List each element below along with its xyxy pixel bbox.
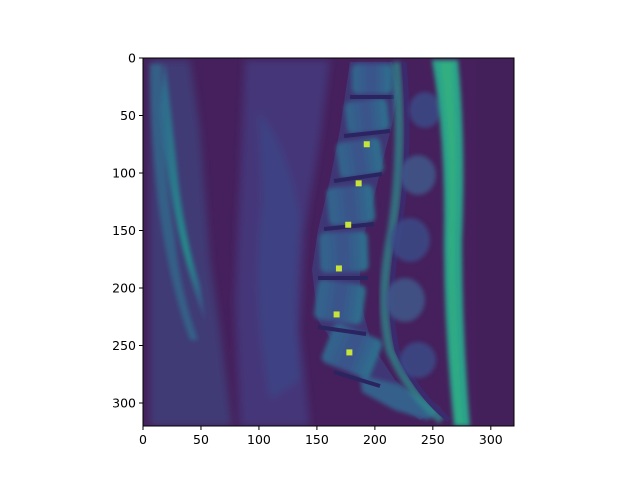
x-tick-label: 300: [479, 432, 503, 447]
y-tick-label: 200: [112, 281, 136, 296]
y-tick-label: 100: [112, 166, 136, 181]
axes-frame: [142, 57, 515, 427]
posterior-elements: [385, 92, 441, 378]
y-tick-label: 250: [112, 338, 136, 353]
landmark-marker: [333, 311, 340, 318]
y-axis: 0 50 100 150 200 250 300: [112, 51, 143, 411]
x-tick-label: 250: [421, 432, 445, 447]
landmark-marker: [363, 141, 370, 148]
landmark-marker: [335, 265, 342, 272]
landmark-marker: [346, 349, 353, 356]
y-tick-label: 0: [128, 51, 136, 66]
x-tick-label: 150: [305, 432, 329, 447]
x-tick-label: 200: [363, 432, 387, 447]
y-tick-label: 50: [120, 108, 136, 123]
landmark-marker: [355, 180, 362, 187]
landmark-marker: [345, 221, 352, 228]
marker-layer: [333, 141, 370, 356]
posterior-fat: [432, 60, 470, 426]
spinal-canal: [380, 61, 451, 424]
vertebral-column: [312, 62, 440, 420]
x-tick-label: 100: [247, 432, 271, 447]
vertebral-bodies: [314, 64, 440, 420]
left-muscle-band: [150, 62, 205, 340]
y-tick-label: 150: [112, 223, 136, 238]
x-tick-label: 0: [139, 432, 147, 447]
x-tick-label: 50: [193, 432, 209, 447]
y-tick-label: 300: [112, 396, 136, 411]
mri-image: [143, 58, 514, 426]
x-axis: 0 50 100 150 200 250 300: [139, 426, 503, 447]
